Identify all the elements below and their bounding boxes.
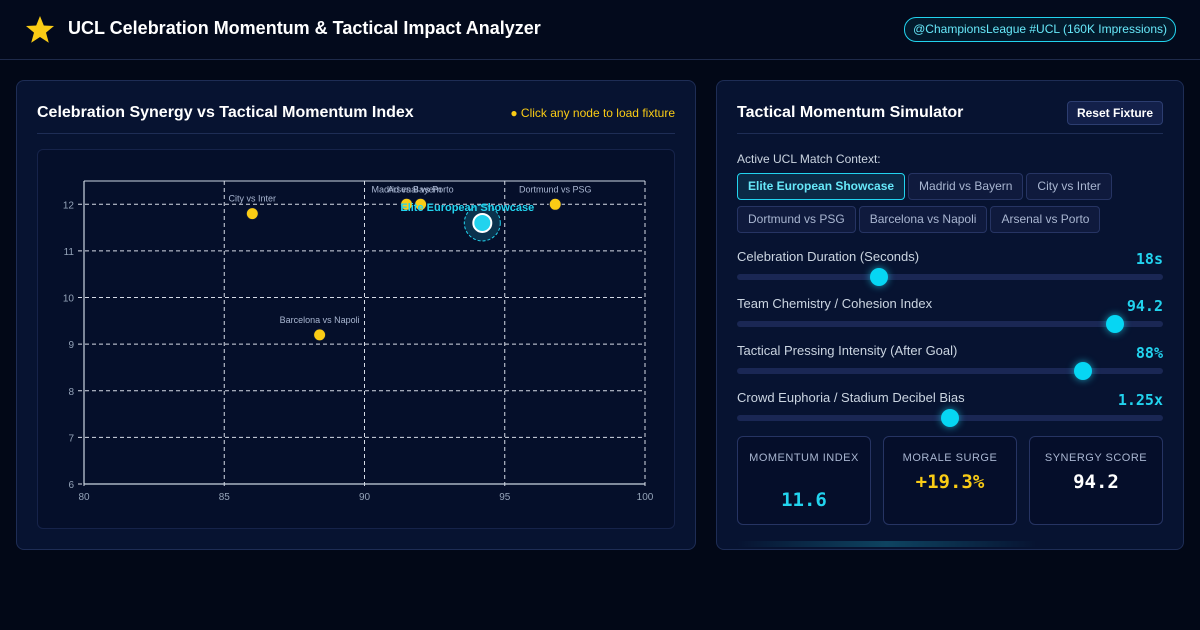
slider-label: Crowd Euphoria / Stadium Decibel Bias bbox=[737, 390, 965, 405]
y-tick-label: 9 bbox=[68, 340, 74, 351]
simulator-panel-title: Tactical Momentum Simulator bbox=[737, 104, 964, 121]
synergy-score-value: 94.2 bbox=[1073, 471, 1119, 493]
slider-value: 88% bbox=[1135, 344, 1163, 362]
y-tick-label: 6 bbox=[68, 480, 74, 491]
scatter-chart-svg: 6 7 8 9 10 11 12 80 85 90 95 100 City vs Inter Madrid… bbox=[63, 180, 654, 503]
scatter-panel-header: Celebration Synergy vs Tactical Momentum… bbox=[37, 81, 675, 134]
y-tick-label: 12 bbox=[63, 200, 75, 211]
scatter-chart: 6 7 8 9 10 11 12 80 85 90 95 100 City vs Inter Madrid… bbox=[37, 149, 675, 529]
slider-celebration-duration: Celebration Duration (Seconds) 18s bbox=[737, 249, 1163, 289]
slider-pressing-intensity: Tactical Pressing Intensity (After Goal)… bbox=[737, 343, 1163, 383]
match-context-label: Active UCL Match Context: bbox=[737, 152, 881, 166]
chip-arsenal-vs-porto[interactable]: Arsenal vs Porto bbox=[990, 206, 1101, 233]
click-hint: ● Click any node to load fixture bbox=[510, 106, 675, 120]
simulator-panel: Tactical Momentum Simulator Reset Fixtur… bbox=[716, 80, 1184, 550]
app-title: UCL Celebration Momentum & Tactical Impa… bbox=[68, 18, 541, 38]
slider-team-chemistry: Team Chemistry / Cohesion Index 94.2 bbox=[737, 296, 1163, 336]
point-madrid-vs-bayern[interactable] bbox=[400, 197, 414, 211]
slider-label: Celebration Duration (Seconds) bbox=[737, 249, 920, 264]
hashtag-badge[interactable]: @ChampionsLeague #UCL (160K Impressions) bbox=[904, 17, 1176, 42]
point-label: City vs Inter bbox=[229, 194, 277, 204]
slider-track[interactable] bbox=[737, 274, 1163, 280]
synergy-score-card: SYNERGY SCORE 94.2 bbox=[1029, 436, 1163, 525]
point-label: Elite European Showcase bbox=[400, 202, 534, 214]
slider-value: 94.2 bbox=[1126, 297, 1163, 315]
slider-label: Tactical Pressing Intensity (After Goal) bbox=[737, 343, 958, 358]
morale-surge-card: MORALE SURGE +19.3% bbox=[883, 436, 1017, 525]
y-tick-label: 8 bbox=[68, 387, 74, 398]
chip-barcelona-vs-napoli[interactable]: Barcelona vs Napoli bbox=[858, 206, 988, 233]
chip-city-vs-inter[interactable]: City vs Inter bbox=[1026, 173, 1112, 200]
slider-track[interactable] bbox=[737, 368, 1163, 374]
scatter-panel: Celebration Synergy vs Tactical Momentum… bbox=[16, 80, 696, 550]
stat-label: SYNERGY SCORE bbox=[1044, 452, 1148, 464]
point-label: Dortmund vs PSG bbox=[519, 184, 592, 194]
point-label: Madrid vs Bayern bbox=[372, 184, 442, 194]
x-tick-label: 80 bbox=[78, 492, 90, 503]
y-tick-label: 11 bbox=[64, 247, 75, 258]
simulator-panel-header: Tactical Momentum Simulator Reset Fixtur… bbox=[737, 81, 1163, 134]
slider-crowd-euphoria: Crowd Euphoria / Stadium Decibel Bias 1.… bbox=[737, 390, 1163, 430]
x-tick-label: 90 bbox=[359, 492, 371, 503]
chip-madrid-vs-bayern[interactable]: Madrid vs Bayern bbox=[908, 173, 1024, 200]
point-barcelona-vs-napoli[interactable] bbox=[313, 328, 327, 342]
slider-value: 18s bbox=[1135, 250, 1163, 268]
momentum-index-card: MOMENTUM INDEX 11.6 bbox=[737, 436, 871, 525]
momentum-index-value: 11.6 bbox=[781, 489, 827, 511]
top-bar: UCL Celebration Momentum & Tactical Impa… bbox=[0, 0, 1200, 60]
point-arsenal-vs-porto[interactable] bbox=[414, 197, 428, 211]
slider-thumb[interactable] bbox=[869, 268, 888, 286]
slider-track[interactable] bbox=[737, 321, 1163, 327]
x-tick-label: 95 bbox=[499, 492, 511, 503]
slider-label: Team Chemistry / Cohesion Index bbox=[737, 296, 933, 311]
morale-surge-value: +19.3% bbox=[915, 471, 985, 493]
slider-value: 1.25x bbox=[1117, 391, 1163, 409]
scatter-panel-title: Celebration Synergy vs Tactical Momentum… bbox=[37, 104, 414, 121]
point-label: Barcelona vs Napoli bbox=[280, 315, 360, 325]
stat-label: MOMENTUM INDEX bbox=[749, 452, 859, 464]
match-chip-group: Elite European Showcase Madrid vs Bayern C… bbox=[737, 173, 1167, 239]
star-icon bbox=[26, 16, 54, 43]
y-tick-label: 7 bbox=[68, 433, 74, 444]
reset-fixture-button[interactable]: Reset Fixture bbox=[1066, 101, 1163, 125]
point-elite-european-showcase[interactable] bbox=[472, 212, 493, 233]
slider-thumb[interactable] bbox=[941, 409, 959, 427]
chip-elite-european-showcase[interactable]: Elite European Showcase bbox=[737, 173, 906, 200]
glow-divider bbox=[737, 541, 1037, 547]
y-tick-label: 10 bbox=[63, 294, 75, 305]
slider-thumb[interactable] bbox=[1073, 362, 1092, 380]
point-dortmund-vs-psg[interactable] bbox=[548, 197, 562, 211]
point-city-vs-inter[interactable] bbox=[245, 207, 259, 221]
chip-dortmund-vs-psg[interactable]: Dortmund vs PSG bbox=[737, 206, 856, 233]
x-tick-label: 100 bbox=[637, 492, 654, 503]
x-tick-label: 85 bbox=[219, 492, 231, 503]
stat-label: MORALE SURGE bbox=[902, 452, 998, 464]
slider-thumb[interactable] bbox=[1105, 315, 1124, 333]
point-label: Arsenal vs Porto bbox=[388, 184, 454, 194]
